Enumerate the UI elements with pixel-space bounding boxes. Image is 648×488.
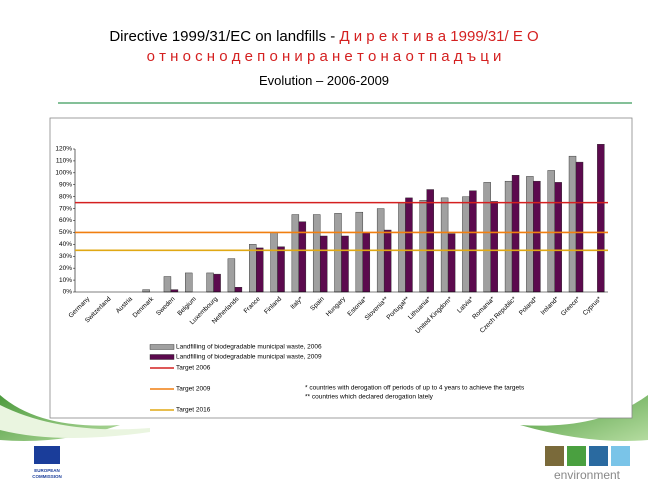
bar [597, 144, 605, 293]
bar [234, 287, 243, 293]
y-tick-label: 50% [59, 229, 72, 236]
legend-swatch [149, 344, 175, 350]
bar [469, 190, 477, 293]
bar [277, 246, 285, 293]
y-tick-label: 30% [59, 253, 72, 260]
note: * countries with derogation off periods … [305, 385, 525, 392]
bar [227, 258, 236, 293]
bar [547, 170, 555, 293]
bar [170, 289, 179, 293]
bar [490, 201, 498, 293]
logo-text: environment [554, 468, 621, 482]
bar [504, 180, 513, 293]
bar [185, 272, 193, 293]
bar [511, 175, 520, 293]
legend-label: Target 2016 [176, 407, 211, 414]
bar [383, 229, 392, 293]
y-tick-label: 90% [59, 181, 72, 188]
bar [270, 232, 278, 293]
title-bg-2: о т н о с н о д е п о н и р а н е т о н … [146, 48, 502, 65]
bar [312, 214, 321, 293]
legend-label: Landfilling of biodegradable municipal w… [176, 344, 322, 351]
legend-label: Target 2006 [176, 365, 211, 372]
legend-swatch [149, 354, 175, 360]
y-tick-label: 0% [63, 289, 73, 296]
legend-label: Landfilling of biodegradable municipal w… [176, 354, 322, 361]
env-logo: environment [545, 446, 630, 482]
swoosh [0, 405, 150, 439]
y-tick-label: 40% [59, 241, 72, 248]
bar [249, 244, 257, 293]
bar [533, 180, 541, 293]
y-tick-label: 100% [55, 170, 72, 177]
bar [554, 182, 562, 293]
title: Directive 1999/31/EC on landfills - Д и … [0, 28, 648, 45]
bar [355, 211, 364, 293]
bar [362, 232, 371, 293]
bar [319, 235, 328, 293]
note: ** countries which declared derogation l… [305, 394, 434, 401]
y-tick-label: 70% [59, 205, 72, 212]
y-tick-label: 60% [59, 217, 72, 224]
bar [334, 213, 342, 293]
bar [398, 202, 406, 293]
swoosh [520, 395, 648, 441]
bar [341, 235, 349, 293]
bar [256, 247, 264, 293]
y-tick-label: 10% [59, 277, 72, 284]
logo-text: COMMISSION [32, 474, 62, 479]
bar [142, 289, 150, 293]
bar [213, 273, 221, 293]
bar [291, 214, 300, 293]
bar [462, 196, 470, 293]
bar [426, 189, 434, 293]
legend-label: Target 2009 [176, 386, 211, 393]
bar [575, 161, 584, 293]
y-tick-label: 120% [55, 146, 72, 153]
y-tick-label: 20% [59, 265, 72, 272]
bar [405, 197, 413, 293]
bar [447, 233, 456, 293]
title-en: Directive 1999/31/EC on landfills - [109, 28, 336, 45]
title-bg: Д и р е к т и в а 1999/31/ Е О [339, 28, 539, 45]
y-tick-label: 110% [56, 158, 72, 165]
y-tick-label: 80% [59, 193, 72, 200]
bar [440, 197, 449, 293]
bar [483, 182, 491, 293]
bar [419, 200, 427, 293]
subtitle: Evolution – 2006-2009 [258, 73, 390, 88]
bar [526, 176, 534, 293]
eu-logo: EUROPEAN COMMISSION [32, 446, 62, 479]
bar [206, 272, 214, 293]
bar [568, 155, 577, 293]
logo-text: EUROPEAN [34, 468, 60, 473]
bar [163, 276, 172, 293]
